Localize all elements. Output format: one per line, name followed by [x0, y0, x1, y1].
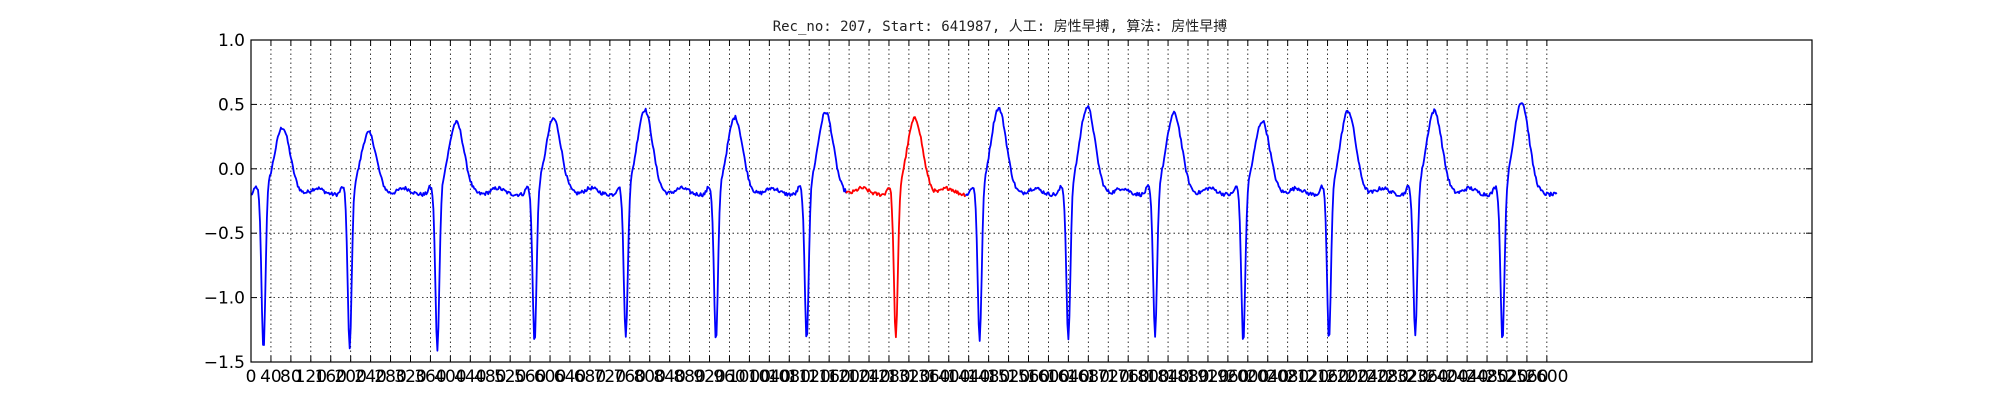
- x-tick-label: 760: [614, 367, 646, 387]
- x-tick-label: 1960: [1206, 367, 1249, 387]
- x-tick-label: 0: [246, 367, 257, 387]
- ecg-signal: [250, 102, 1558, 352]
- x-tick-label: 800: [633, 367, 665, 387]
- x-tick-label: 2280: [1366, 367, 1409, 387]
- x-tick-label: 2360: [1406, 367, 1449, 387]
- y-tick-label: 0.5: [218, 95, 245, 115]
- x-tick-label: 1360: [907, 367, 950, 387]
- x-tick-label: 2080: [1266, 367, 1309, 387]
- highlighted-beat-segment: [845, 116, 967, 339]
- x-tick-label: 2320: [1386, 367, 1429, 387]
- x-tick-label: 1760: [1107, 367, 1150, 387]
- x-tick-label: 440: [454, 367, 486, 387]
- x-tick-label: 1120: [788, 367, 831, 387]
- x-tick-label: 120: [295, 367, 327, 387]
- x-tick-label: 2240: [1346, 367, 1389, 387]
- x-tick-label: 2480: [1465, 367, 1508, 387]
- y-tick-label: 0.0: [218, 160, 245, 180]
- x-tick-label: 960: [713, 367, 745, 387]
- grid-lines: [251, 40, 1812, 362]
- x-tick-label: 2000: [1226, 367, 1269, 387]
- x-tick-label: 2040: [1246, 367, 1289, 387]
- y-tick-label: −1.0: [204, 289, 245, 309]
- x-tick-label: 520: [494, 367, 526, 387]
- x-tick-label: 2120: [1286, 367, 1329, 387]
- x-tick-label: 1560: [1007, 367, 1050, 387]
- x-tick-label: 680: [574, 367, 606, 387]
- signal-segment: [965, 102, 1558, 342]
- x-tick-label: 1000: [728, 367, 771, 387]
- x-tick-label: 320: [394, 367, 426, 387]
- x-tick-label: 1320: [887, 367, 930, 387]
- x-tick-label: 920: [693, 367, 725, 387]
- x-tick-label: 1240: [847, 367, 890, 387]
- y-axis-ticks: −1.5 −1.0 −0.5 0.0 0.5 1.0: [204, 31, 1812, 373]
- y-tick-label: 1.0: [218, 31, 245, 51]
- plot-frame: [250, 39, 1813, 363]
- x-tick-label: 1880: [1166, 367, 1209, 387]
- x-tick-label: 1640: [1047, 367, 1090, 387]
- x-tick-label: 1280: [867, 367, 910, 387]
- x-tick-label: 1800: [1126, 367, 1169, 387]
- x-tick-label: 840: [653, 367, 685, 387]
- x-tick-label: 160: [315, 367, 347, 387]
- x-tick-label: 200: [334, 367, 366, 387]
- x-tick-label: 2560: [1505, 367, 1548, 387]
- x-tick-label: 1600: [1027, 367, 1070, 387]
- x-tick-label: 1440: [947, 367, 990, 387]
- x-tick-label: 2440: [1445, 367, 1488, 387]
- x-tick-label: 600: [534, 367, 566, 387]
- x-tick-label: 1520: [987, 367, 1030, 387]
- x-tick-label: 1840: [1146, 367, 1189, 387]
- x-tick-label: 240: [354, 367, 386, 387]
- chart-title: Rec_no: 207, Start: 641987, 人工: 房性早搏, 算法…: [772, 19, 1228, 35]
- x-tick-label: 1040: [748, 367, 791, 387]
- x-tick-label: 1920: [1186, 367, 1229, 387]
- x-tick-label: 1720: [1087, 367, 1130, 387]
- signal-segment: [250, 107, 847, 352]
- x-tick-label: 80: [280, 367, 302, 387]
- x-tick-label: 1680: [1067, 367, 1110, 387]
- x-tick-label: 1080: [768, 367, 811, 387]
- x-tick-label: 2400: [1426, 367, 1469, 387]
- x-tick-label: 40: [260, 367, 282, 387]
- x-tick-label: 560: [514, 367, 546, 387]
- x-tick-label: 2160: [1306, 367, 1349, 387]
- x-axis-ticks: 0 408012016020024028032036040044048052056…: [246, 40, 1568, 387]
- y-tick-label: −1.5: [204, 353, 245, 373]
- x-tick-label: 2200: [1326, 367, 1369, 387]
- y-tick-label: −0.5: [204, 224, 245, 244]
- x-tick-label: 400: [434, 367, 466, 387]
- x-tick-label: 1400: [927, 367, 970, 387]
- x-tick-label: 1160: [808, 367, 851, 387]
- x-tick-label: 720: [594, 367, 626, 387]
- x-tick-label: 1200: [827, 367, 870, 387]
- x-tick-label: 2600: [1525, 367, 1568, 387]
- x-tick-label: 2520: [1485, 367, 1528, 387]
- x-tick-label: 880: [673, 367, 705, 387]
- x-tick-label: 1480: [967, 367, 1010, 387]
- x-tick-label: 480: [474, 367, 506, 387]
- x-tick-label: 280: [374, 367, 406, 387]
- x-tick-label: 640: [554, 367, 586, 387]
- x-tick-label: 360: [414, 367, 446, 387]
